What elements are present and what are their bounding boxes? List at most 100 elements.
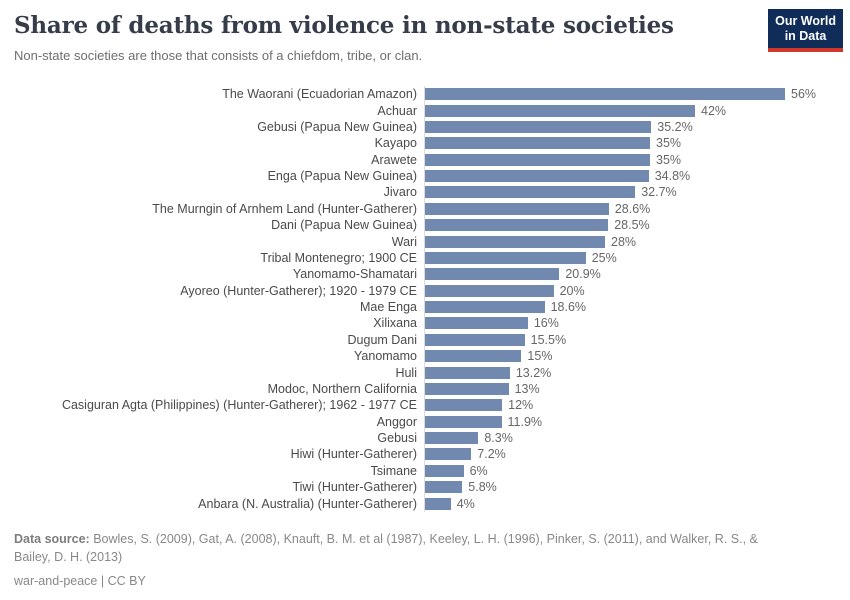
value-label: 20% — [559, 283, 585, 298]
value-label: 35.2% — [657, 119, 693, 134]
bar[interactable] — [425, 219, 609, 232]
value-label: 7.2% — [477, 447, 506, 462]
owid-logo-line2: in Data — [784, 29, 827, 43]
value-label: 28% — [611, 234, 637, 249]
bar[interactable] — [425, 415, 502, 428]
bar[interactable] — [425, 301, 545, 314]
value-label: 32.7% — [641, 185, 677, 200]
bar[interactable] — [425, 137, 650, 150]
data-source-label: Data source: — [14, 532, 90, 546]
bar[interactable] — [425, 497, 451, 510]
bar[interactable] — [425, 382, 509, 395]
bar-rows: The Waorani (Ecuadorian Amazon) 56% Achuar… — [0, 86, 850, 512]
bar[interactable] — [425, 120, 652, 133]
bar[interactable] — [425, 350, 522, 363]
bar-row: Kayapo 35% — [0, 135, 850, 152]
value-label: 18.6% — [550, 300, 587, 315]
bar-row: Anbara (N. Australia) (Hunter-Gatherer) 4… — [0, 495, 850, 512]
category-label: Jivaro — [383, 185, 417, 200]
category-label: Yanomamo-Shamatari — [292, 267, 417, 282]
value-label: 20.9% — [565, 267, 601, 282]
category-label: Xilixana — [373, 316, 417, 331]
bar[interactable] — [425, 153, 650, 166]
bar-track: 20.9% — [424, 266, 850, 283]
bar-track: 11.9% — [424, 413, 850, 430]
bar-track: 28.5% — [424, 217, 850, 234]
bar-row: Gebusi 8.3% — [0, 429, 850, 447]
bar[interactable] — [425, 202, 609, 215]
value-label: 11.9% — [507, 414, 543, 429]
category-label: Tiwi (Hunter-Gatherer) — [292, 480, 417, 495]
owid-logo[interactable]: Our World in Data — [768, 9, 843, 52]
bar-track: 8.3% — [424, 429, 850, 447]
value-label: 16% — [533, 316, 559, 331]
value-label: 34.8% — [654, 169, 691, 184]
bar[interactable] — [425, 333, 525, 346]
bar[interactable] — [425, 481, 463, 494]
bar-track: 13.2% — [424, 364, 850, 381]
bar-track: 32.7% — [424, 184, 850, 201]
category-label: Mae Enga — [360, 300, 417, 315]
category-label: The Murngin of Arnhem Land (Hunter-Gathe… — [152, 201, 417, 216]
category-label: Modoc, Northern California — [267, 381, 417, 396]
category-label: Tsimane — [370, 463, 417, 478]
bar-row: Anggor 11.9% — [0, 413, 850, 430]
bar-row: Jivaro 32.7% — [0, 184, 850, 201]
bar-track: 4% — [424, 495, 850, 512]
bar[interactable] — [425, 399, 503, 412]
bar-row: Xilixana 16% — [0, 315, 850, 332]
bar[interactable] — [425, 432, 479, 445]
chart-footer: Data source: Bowles, S. (2009), Gat, A. … — [14, 531, 774, 588]
bar-row: Tiwi (Hunter-Gatherer) 5.8% — [0, 479, 850, 496]
value-label: 15.5% — [530, 332, 567, 347]
bar-row: Modoc, Northern California 13% — [0, 380, 850, 398]
bar[interactable] — [425, 448, 472, 461]
value-label: 56% — [791, 87, 817, 102]
category-label: Dugum Dani — [347, 332, 417, 347]
chart-title: Share of deaths from violence in non-sta… — [14, 12, 674, 39]
data-source-note: Data source: Bowles, S. (2009), Gat, A. … — [14, 531, 774, 567]
bar-row: Tribal Montenegro; 1900 CE 25% — [0, 249, 850, 267]
bar-row: Dugum Dani 15.5% — [0, 331, 850, 348]
bar[interactable] — [425, 464, 464, 477]
value-label: 13% — [514, 381, 540, 396]
bar-track: 20% — [424, 282, 850, 299]
bar-track: 28% — [424, 233, 850, 250]
bar[interactable] — [425, 186, 636, 199]
bar[interactable] — [425, 366, 510, 379]
bar-track: 15% — [424, 348, 850, 365]
bar-track: 6% — [424, 462, 850, 479]
category-label: Arawete — [371, 152, 417, 167]
bar[interactable] — [425, 104, 695, 117]
bar-row: Arawete 35% — [0, 151, 850, 168]
bar-track: 16% — [424, 315, 850, 332]
bar-track: 34.8% — [424, 167, 850, 185]
bar[interactable] — [425, 88, 785, 101]
value-label: 35% — [656, 136, 682, 151]
category-label: Gebusi (Papua New Guinea) — [257, 119, 417, 134]
bar[interactable] — [425, 235, 605, 248]
bar[interactable] — [425, 317, 528, 330]
bar[interactable] — [425, 251, 586, 264]
category-label: Hiwi (Hunter-Gatherer) — [290, 447, 417, 462]
chart-header: Share of deaths from violence in non-sta… — [14, 12, 750, 63]
bar-chart: The Waorani (Ecuadorian Amazon) 56% Achuar… — [0, 86, 850, 512]
bar-track: 7.2% — [424, 446, 850, 463]
category-label: The Waorani (Ecuadorian Amazon) — [222, 87, 417, 102]
category-label: Gebusi — [377, 431, 417, 446]
bar[interactable] — [425, 284, 554, 297]
license-note[interactable]: war-and-peace | CC BY — [14, 573, 146, 588]
bar[interactable] — [425, 170, 649, 183]
value-label: 8.3% — [484, 431, 513, 446]
bar-track: 15.5% — [424, 331, 850, 348]
bar[interactable] — [425, 268, 560, 281]
value-label: 28.6% — [614, 201, 651, 216]
bar-track: 35% — [424, 135, 850, 152]
bar-track: 35% — [424, 151, 850, 168]
category-label: Ayoreo (Hunter-Gatherer); 1920 - 1979 CE — [180, 283, 417, 298]
category-label: Enga (Papua New Guinea) — [267, 169, 417, 184]
bar-row: Tsimane 6% — [0, 462, 850, 479]
bar-row: Yanomamo-Shamatari 20.9% — [0, 266, 850, 283]
category-label: Kayapo — [374, 136, 417, 151]
